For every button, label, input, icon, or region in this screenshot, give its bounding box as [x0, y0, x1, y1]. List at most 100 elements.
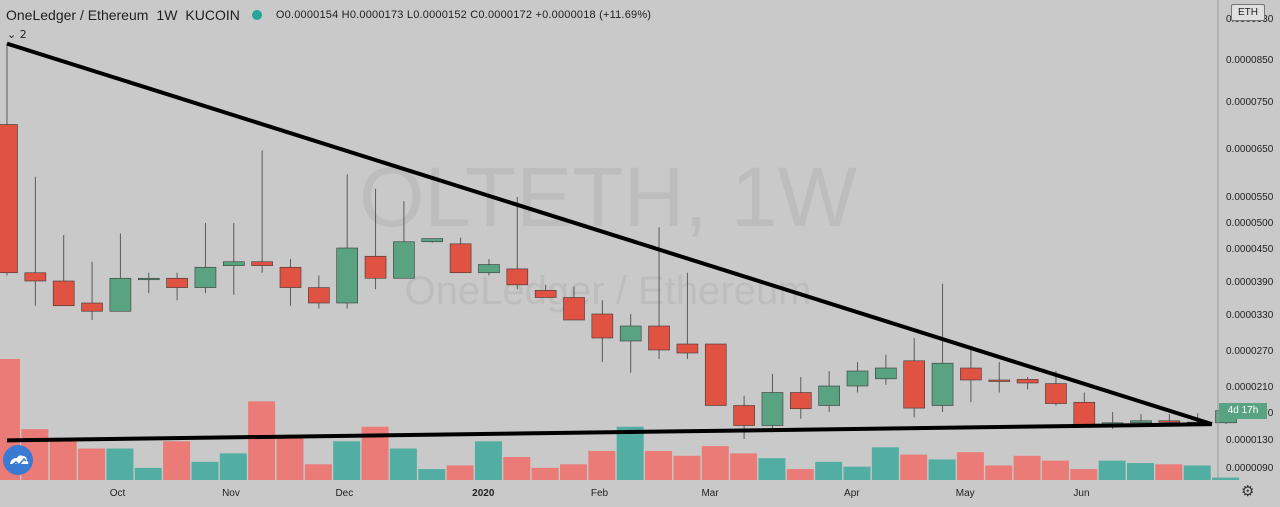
candle	[1073, 392, 1096, 427]
volume-bar	[389, 448, 417, 480]
volume-bar	[560, 464, 587, 480]
candle-body	[137, 277, 160, 281]
price-tick-label: 0.0000650	[1226, 144, 1274, 155]
candle	[960, 350, 982, 403]
candle	[875, 354, 897, 385]
volume-bar	[333, 441, 361, 480]
volume-bar	[1013, 455, 1041, 480]
volume-bar	[900, 454, 928, 480]
candle	[166, 272, 188, 301]
volume-bar	[956, 452, 984, 480]
candle-body	[988, 379, 1011, 382]
volume-bar	[49, 440, 77, 480]
volume-bar	[531, 467, 559, 480]
volume-bar	[1070, 469, 1098, 480]
candle-body	[393, 241, 415, 279]
candle	[591, 300, 614, 362]
candle-body	[648, 325, 670, 351]
candle-body	[960, 367, 982, 381]
candle	[818, 371, 840, 412]
candle	[52, 235, 75, 307]
candle	[789, 377, 812, 419]
candle-body	[449, 243, 472, 274]
candle-body	[336, 247, 359, 304]
candle-body	[704, 343, 727, 406]
volume-bar	[1127, 463, 1154, 480]
candle	[223, 223, 245, 295]
market-status-icon	[251, 10, 262, 20]
volume-bar	[701, 446, 729, 480]
price-tick-label: 0.0000330	[1226, 310, 1274, 321]
volume-bar	[134, 467, 162, 480]
candle-body	[308, 287, 330, 304]
volume-bar	[1212, 477, 1240, 480]
candle-body	[52, 280, 75, 307]
volume-bar	[304, 464, 332, 480]
interval-label[interactable]: 1W	[156, 7, 178, 23]
time-tick-label: Feb	[591, 488, 609, 499]
candle-body	[1073, 401, 1096, 426]
price-tick-label: 0.0000500	[1226, 218, 1274, 229]
candle	[251, 150, 273, 273]
settings-gear-icon[interactable]: ⚙	[1241, 482, 1255, 500]
candle	[478, 259, 500, 276]
symbol-name[interactable]: OneLedger / Ethereum	[6, 7, 149, 23]
price-tick-label: 0.0000390	[1226, 277, 1274, 288]
candle-body	[591, 313, 614, 339]
candle	[704, 343, 727, 406]
watermark-title: OLTETH, 1W	[359, 150, 857, 244]
volume-bar	[815, 461, 843, 480]
price-tick-label: 0.0000210	[1226, 382, 1274, 393]
symbol-legend: OneLedger / Ethereum 1W KUCOIN O0.000015…	[6, 5, 651, 25]
volume-bar	[1155, 464, 1183, 480]
candle-body	[364, 255, 387, 279]
tradingview-logo-icon[interactable]	[3, 445, 33, 475]
volume-layer	[0, 359, 1240, 480]
candle-body	[846, 370, 869, 387]
candle	[364, 188, 387, 290]
candle-body	[534, 290, 557, 298]
candle-body	[478, 264, 500, 274]
candle	[676, 272, 699, 359]
candle	[24, 176, 47, 306]
price-tick-label: 0.0000850	[1226, 55, 1274, 66]
volume-bar	[758, 458, 786, 480]
time-tick-label: Dec	[335, 488, 353, 499]
time-axis[interactable]: Oct Nov Dec 2020 Feb Mar Apr May Jun	[110, 488, 1090, 499]
trendline-layer	[6, 41, 1213, 443]
candle	[931, 283, 954, 412]
candle	[619, 314, 642, 373]
trendline	[6, 422, 1212, 443]
candle-body	[789, 392, 812, 410]
candle	[336, 174, 359, 309]
candle-body	[194, 266, 217, 288]
candle-body	[761, 392, 784, 426]
candle-body	[1045, 383, 1067, 404]
volume-bar	[106, 448, 134, 480]
currency-badge[interactable]: ETH	[1231, 4, 1265, 21]
time-tick-label: Jun	[1073, 488, 1089, 499]
candle-body	[563, 297, 585, 321]
volume-bar	[1098, 460, 1126, 480]
candle	[109, 233, 132, 312]
candle-body	[506, 268, 529, 286]
candle-body	[166, 277, 188, 288]
indicator-toggle[interactable]: ⌄ 2	[7, 28, 27, 41]
volume-bar	[645, 450, 673, 480]
time-tick-label: Apr	[844, 488, 860, 499]
candle-body	[1158, 420, 1181, 423]
volume-bar	[474, 441, 502, 480]
candle-body	[24, 272, 47, 282]
price-tick-label: 0.0000090	[1226, 463, 1274, 474]
bar-countdown-label: 4d 17h	[1219, 403, 1267, 419]
volume-bar	[503, 457, 531, 480]
volume-bar	[1041, 460, 1069, 480]
trendline	[6, 41, 1213, 427]
candle	[137, 272, 160, 294]
volume-bar	[985, 465, 1013, 480]
candle	[903, 338, 926, 418]
volume-bar	[786, 469, 814, 480]
price-tick-label: 0.0000130	[1226, 435, 1274, 446]
